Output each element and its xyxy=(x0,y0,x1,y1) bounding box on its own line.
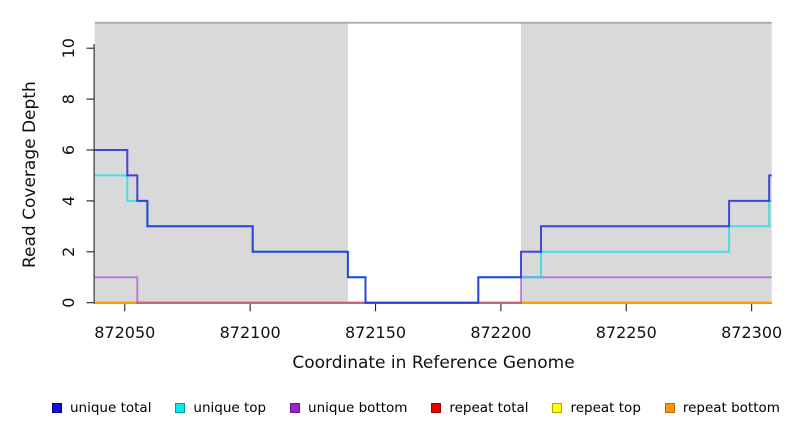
y-tick-label: 4 xyxy=(59,196,78,206)
y-tick-label: 10 xyxy=(59,38,78,58)
legend-item-unique-top: unique top xyxy=(175,400,266,416)
x-tick-label: 872300 xyxy=(721,323,782,342)
legend-item-repeat-bottom: repeat bottom xyxy=(664,400,780,416)
legend-label: unique top xyxy=(193,400,267,416)
y-tick-label: 2 xyxy=(59,247,78,257)
series-line-unique-bottom xyxy=(94,276,772,304)
legend-item-repeat-total: repeat total xyxy=(431,400,529,416)
x-tick-label: 872250 xyxy=(596,323,657,342)
repeat-region-band xyxy=(94,22,348,303)
y-tick-label: 6 xyxy=(59,145,78,155)
plot-area: 872050 872100 872150 872200 872250 872300 0 2 4 6… xyxy=(59,21,782,342)
unique-top-swatch-icon xyxy=(175,403,186,413)
unique-total-swatch-icon xyxy=(52,403,62,413)
x-tick-label: 872200 xyxy=(470,323,531,342)
legend-label: unique bottom xyxy=(308,400,408,416)
legend-label: repeat top xyxy=(570,400,641,416)
repeat-total-swatch-icon xyxy=(431,403,442,413)
unique-bottom-swatch-icon xyxy=(290,403,301,413)
legend-label: repeat bottom xyxy=(682,400,780,416)
repeat-region-band xyxy=(520,22,772,303)
legend: unique total unique top unique bottom re… xyxy=(0,400,792,416)
legend-item-repeat-top: repeat top xyxy=(552,400,641,416)
series-line-unique-total xyxy=(94,149,772,304)
repeat-bottom-swatch-icon xyxy=(664,403,675,413)
x-tick-label: 872100 xyxy=(220,323,281,342)
x-tick-label: 872150 xyxy=(345,323,406,342)
x-axis-title: Coordinate in Reference Genome xyxy=(292,353,575,373)
y-tick-label: 8 xyxy=(59,94,78,104)
y-tick-label: 0 xyxy=(59,298,78,308)
repeat-top-swatch-icon xyxy=(552,403,563,413)
x-tick-label: 872050 xyxy=(94,323,155,342)
legend-item-unique-bottom: unique bottom xyxy=(290,400,407,416)
legend-item-unique-total: unique total xyxy=(52,400,151,416)
legend-label: repeat total xyxy=(449,400,529,416)
legend-label: unique total xyxy=(70,400,152,416)
